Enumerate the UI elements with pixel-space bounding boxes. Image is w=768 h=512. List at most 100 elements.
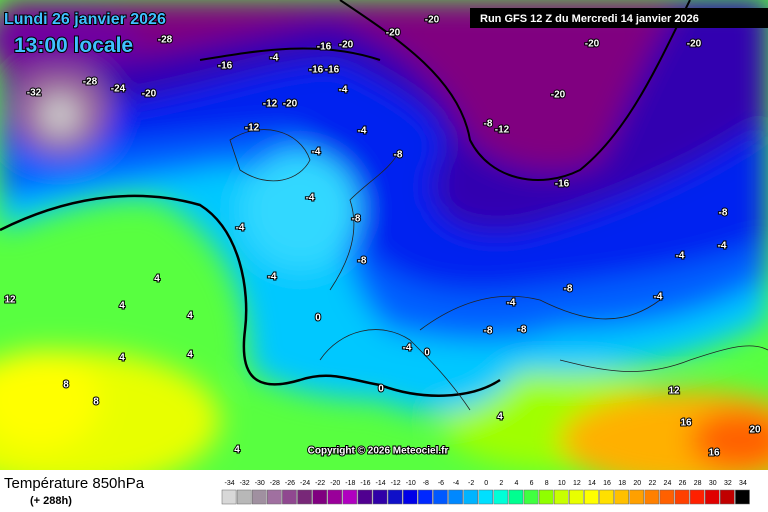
contour-label: -16 [325,65,340,76]
legend-swatch [508,489,524,505]
lead-time: (+ 288h) [30,495,72,507]
legend-label: -34 [224,480,234,487]
legend-swatch [387,489,403,505]
date: Lundi 26 janvier 2026 [4,11,166,28]
legend-label: 0 [484,480,488,487]
contour-label: -20 [283,99,298,110]
legend-label: 20 [633,480,641,487]
legend-label: -24 [300,480,310,487]
legend-label: 4 [514,480,518,487]
contour-label: 12 [668,386,680,397]
contour-label: -24 [111,84,126,95]
legend-swatch [735,489,750,505]
legend-label: 30 [709,480,717,487]
legend-label: -10 [406,480,416,487]
contour-label: -12 [495,125,510,136]
run-box [470,8,768,28]
legend-label: 10 [558,480,566,487]
contour-label: -16 [218,61,233,72]
legend-swatch [236,489,252,505]
contour-label: 4 [119,353,125,364]
legend-swatch [342,489,358,505]
contour-label: 12 [4,295,16,306]
contour-label: -4 [339,85,348,96]
legend-swatch [720,489,735,505]
legend-label: 28 [694,480,702,487]
contour-label: 4 [234,445,240,456]
contour-label: -20 [585,39,600,50]
legend-swatch [312,489,327,505]
contour-label: -8 [394,150,403,161]
contour-label: -28 [83,77,98,88]
legend-label: 8 [545,480,549,487]
legend-label: 22 [648,480,656,487]
legend-swatch [553,489,569,505]
legend-swatch [644,489,660,505]
contour-label: -4 [358,126,367,137]
contour-label: 0 [315,313,321,324]
contour-label: -8 [518,325,527,336]
contour-label: -8 [564,284,573,295]
legend-label: 18 [618,480,626,487]
legend-swatch [372,489,388,505]
contour-label: 4 [119,301,125,312]
contour-label: -8 [484,119,493,130]
contour-label: 16 [708,448,720,459]
legend-swatch [674,489,690,505]
contour-label: -4 [312,147,321,158]
legend-swatch [599,489,614,505]
contour-label: -8 [352,214,361,225]
contour-label: -4 [676,251,685,262]
legend-swatch [418,489,433,505]
contour-label: 4 [187,311,193,322]
legend-swatch [493,489,509,505]
contour-label: -4 [236,223,245,234]
legend-label: 6 [530,480,534,487]
legend-swatch [569,489,584,505]
contour-label: -4 [306,193,315,204]
legend-label: -28 [270,480,280,487]
contour-label: 4 [187,350,193,361]
contour-label: -8 [358,256,367,267]
legend-swatch [584,489,599,505]
legend-label: -18 [345,480,355,487]
legend-swatch [538,489,554,505]
contour-label: -4 [718,241,727,252]
contour-label: 4 [154,274,160,285]
legend-label: 14 [588,480,596,487]
contour-label: 0 [424,348,430,359]
contour-label: -4 [403,343,412,354]
legend-label: -14 [375,480,385,487]
contour-label: 16 [680,418,692,429]
contour-label: -20 [425,15,440,26]
contour-label: -32 [27,88,42,99]
legend-label: -32 [240,480,250,487]
contour-label: -20 [386,28,401,39]
map: -28-16-4-16 -20-20-20-16 -16-4-20-24-28-32… [0,0,768,490]
footer-title: Température 850hPa [4,475,145,492]
legend-swatch [251,489,267,505]
color-legend: -34 -32 -30 -28 -26 -24 -22 -20 -18 -16 -14 -12 -10-… [221,480,750,505]
contour-label: 8 [93,397,99,408]
contour-label: 8 [63,380,69,391]
legend-swatch [614,489,629,505]
legend-label: 26 [679,480,687,487]
contour-label: -20 [142,89,157,100]
legend-label: -20 [330,480,340,487]
legend-swatch [629,489,645,505]
legend-label: -16 [360,480,370,487]
legend-swatch [221,489,237,505]
legend-swatch [689,489,705,505]
contour-label: -16 [555,179,570,190]
legend-label: -2 [468,480,474,487]
contour-label: -16 [317,42,332,53]
legend-swatch [402,489,418,505]
legend-swatch [267,489,282,505]
legend-label: -22 [315,480,325,487]
contour-label: -16 [309,65,324,76]
legend-label: -30 [255,480,265,487]
contour-label: -28 [158,35,173,46]
copyright: Copyright © 2026 Meteociel.fr [308,446,449,457]
legend-label: 24 [664,480,672,487]
